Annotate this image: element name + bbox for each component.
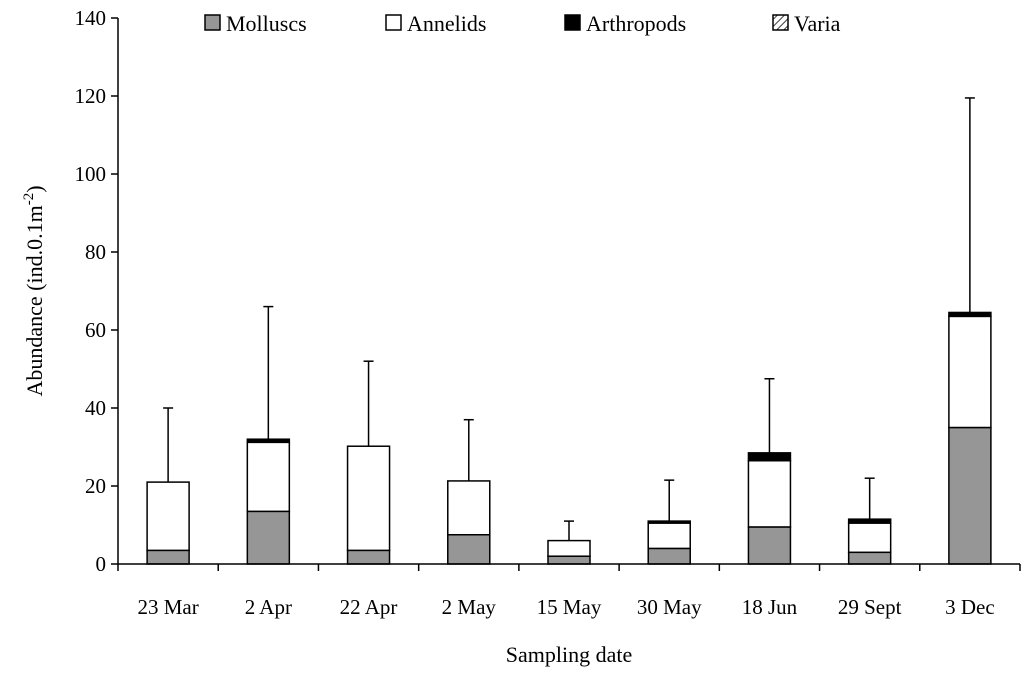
bar-annelids [346,445,391,552]
bar-annelids [547,539,591,557]
x-axis: 23 Mar 2 Apr 22 Apr 2 May 15 May 30 May 18 Jun… [117,563,1021,619]
y-axis-title: Abundance (ind.0.1m-2) [21,185,47,396]
legend-swatch-annelids [385,14,402,31]
y-tick-label: 40 [85,396,106,420]
legend-label-varia: Varia [794,11,841,36]
x-tick-label: 30 May [637,595,702,619]
bar-arthropods [246,438,291,444]
x-tick-label: 2 May [442,595,497,619]
x-tick-label: 29 Sept [838,595,902,619]
bar-molluscs [747,526,792,565]
x-tick-label: 23 Mar [137,595,198,619]
bar-annelids [847,522,892,554]
legend-swatch-molluscs [204,14,221,31]
legend-swatch-varia [772,14,789,31]
bar-arthropods [948,311,992,318]
x-tick-label: 18 Jun [742,595,798,619]
error-bars [163,97,975,541]
x-tick-label: 15 May [537,595,602,619]
y-tick-label: 80 [85,240,106,264]
bar-molluscs [447,534,491,565]
legend-label-annelids: Annelids [407,11,486,36]
legend-label-molluscs: Molluscs [226,11,307,36]
bar-arthropods [847,518,892,524]
bars [146,311,992,565]
legend-label-arthropods: Arthropods [586,11,686,36]
bar-annelids [447,480,491,536]
legend-swatch-arthropods [564,14,581,31]
bar-molluscs [547,555,591,565]
bar-arthropods [747,452,792,462]
x-tick-label: 3 Dec [945,595,995,619]
y-axis: 0 20 40 60 80 100 120 140 [75,6,119,576]
y-tick-label: 140 [75,6,107,30]
y-axis-title-sup: -2 [21,193,37,206]
y-axis-title-main: Abundance (ind.0.1m [22,205,47,396]
y-ticks: 0 20 40 60 80 100 120 140 [75,6,118,576]
bar-annelids [647,522,691,550]
bar-molluscs [146,549,190,565]
bar-molluscs [346,549,391,565]
x-axis-title: Sampling date [506,642,632,667]
legend: Molluscs Annelids Arthropods Varia [204,11,841,36]
bar-molluscs [948,426,992,565]
y-tick-label: 100 [75,162,107,186]
bar-molluscs [647,547,691,565]
x-tick-label: 22 Apr [340,595,398,619]
y-tick-label: 20 [85,474,106,498]
bar-molluscs [847,551,892,565]
x-tick-label: 2 Apr [245,595,292,619]
y-tick-label: 60 [85,318,106,342]
bar-arthropods [647,520,691,524]
bar-annelids [948,315,992,429]
y-axis-title-tail: ) [22,185,47,192]
y-tick-label: 0 [96,552,107,576]
bar-annelids [747,459,792,528]
bar-annelids [246,441,291,513]
bar-molluscs [246,510,291,565]
x-ticks: 23 Mar 2 Apr 22 Apr 2 May 15 May 30 May 18 Jun… [117,564,1021,619]
y-tick-label: 120 [75,84,107,108]
bar-annelids [146,481,190,552]
